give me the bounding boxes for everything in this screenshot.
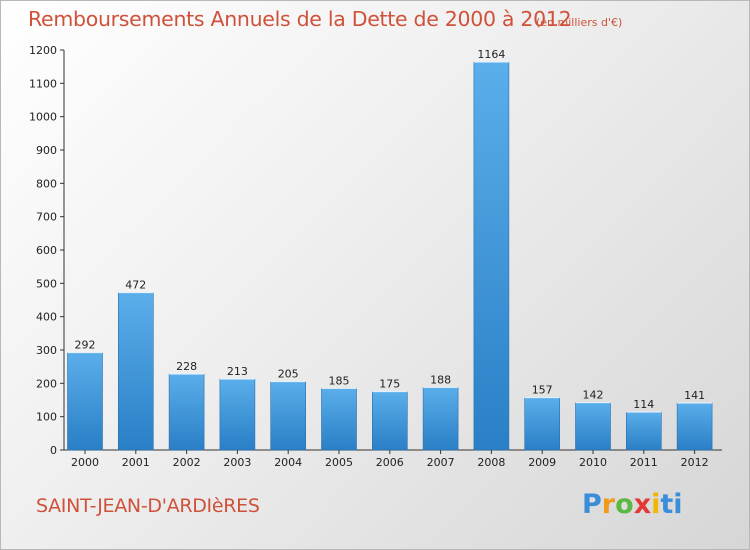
y-tick-label: 0: [50, 444, 57, 457]
y-tick-label: 400: [36, 311, 57, 324]
value-labels: 292 472 228 213 205 185 175 188 1164 157 142 114 141: [75, 48, 706, 411]
value-label: 213: [227, 365, 248, 378]
x-tick-label: 2008: [477, 456, 505, 469]
logo-letter: x: [633, 489, 652, 520]
value-label: 1164: [477, 48, 505, 61]
bar: [473, 61, 510, 451]
bar: [676, 402, 713, 451]
value-label: 142: [583, 389, 604, 402]
y-tick-label: 200: [36, 377, 57, 390]
bar: [168, 373, 205, 451]
value-label: 185: [329, 374, 350, 387]
x-tick-label: 2004: [274, 456, 302, 469]
logo-letter: o: [615, 489, 634, 520]
value-label: 472: [125, 279, 146, 292]
logo-letter: i: [651, 489, 661, 520]
bar: [422, 387, 459, 451]
x-tick-label: 2002: [173, 456, 201, 469]
x-tick-label: 2006: [376, 456, 404, 469]
x-tick-label: 2007: [427, 456, 455, 469]
y-tick-label: 600: [36, 244, 57, 257]
bar: [270, 381, 307, 451]
bar: [118, 292, 154, 451]
logo-letter: ti: [660, 489, 683, 520]
x-tick-label: 2005: [325, 456, 353, 469]
y-tick-label: 100: [36, 411, 57, 424]
value-label: 141: [684, 389, 705, 402]
y-tick-label: 900: [36, 144, 57, 157]
x-tick-label: 2000: [71, 456, 99, 469]
value-label: 114: [633, 398, 654, 411]
value-label: 292: [75, 339, 96, 352]
y-tick-label: 800: [36, 177, 57, 190]
x-axis: 2000 2001 2002 2003 2004 2005 2006 2007 2008 2009…: [64, 449, 722, 469]
place-name: SAINT-JEAN-D'ARDIèRES: [36, 495, 260, 517]
value-label: 188: [430, 373, 451, 386]
logo-letter: P: [582, 489, 602, 520]
x-tick-label: 2009: [528, 456, 556, 469]
bars: [67, 61, 713, 451]
chart-title: Remboursements Annuels de la Dette de 20…: [28, 7, 572, 31]
x-tick-label: 2001: [122, 456, 150, 469]
y-tick-label: 700: [36, 211, 57, 224]
y-tick-label: 300: [36, 344, 57, 357]
proxiti-logo: Proxiti: [582, 489, 683, 520]
x-tick-label: 2003: [223, 456, 251, 469]
logo-letter: r: [601, 489, 616, 520]
bar: [524, 397, 561, 451]
bar: [67, 352, 103, 451]
x-tick-label: 2012: [681, 456, 709, 469]
bar: [371, 391, 408, 451]
x-tick-label: 2010: [579, 456, 607, 469]
bar: [219, 378, 256, 451]
unit-label: (en milliers d'€): [536, 16, 623, 29]
bar: [575, 402, 611, 451]
y-axis: 0 100 200 300 400 500 600 700 800 900 1000 1100 1200: [29, 44, 65, 457]
x-tick-label: 2011: [630, 456, 658, 469]
value-label: 228: [176, 360, 197, 373]
y-tick-label: 1200: [29, 44, 57, 57]
value-label: 205: [278, 368, 299, 381]
value-label: 157: [532, 384, 553, 397]
y-tick-label: 1100: [29, 77, 57, 90]
bar: [625, 411, 662, 451]
y-tick-label: 500: [36, 277, 57, 290]
value-label: 175: [379, 378, 400, 391]
y-tick-label: 1000: [29, 111, 57, 124]
bar: [321, 388, 357, 451]
